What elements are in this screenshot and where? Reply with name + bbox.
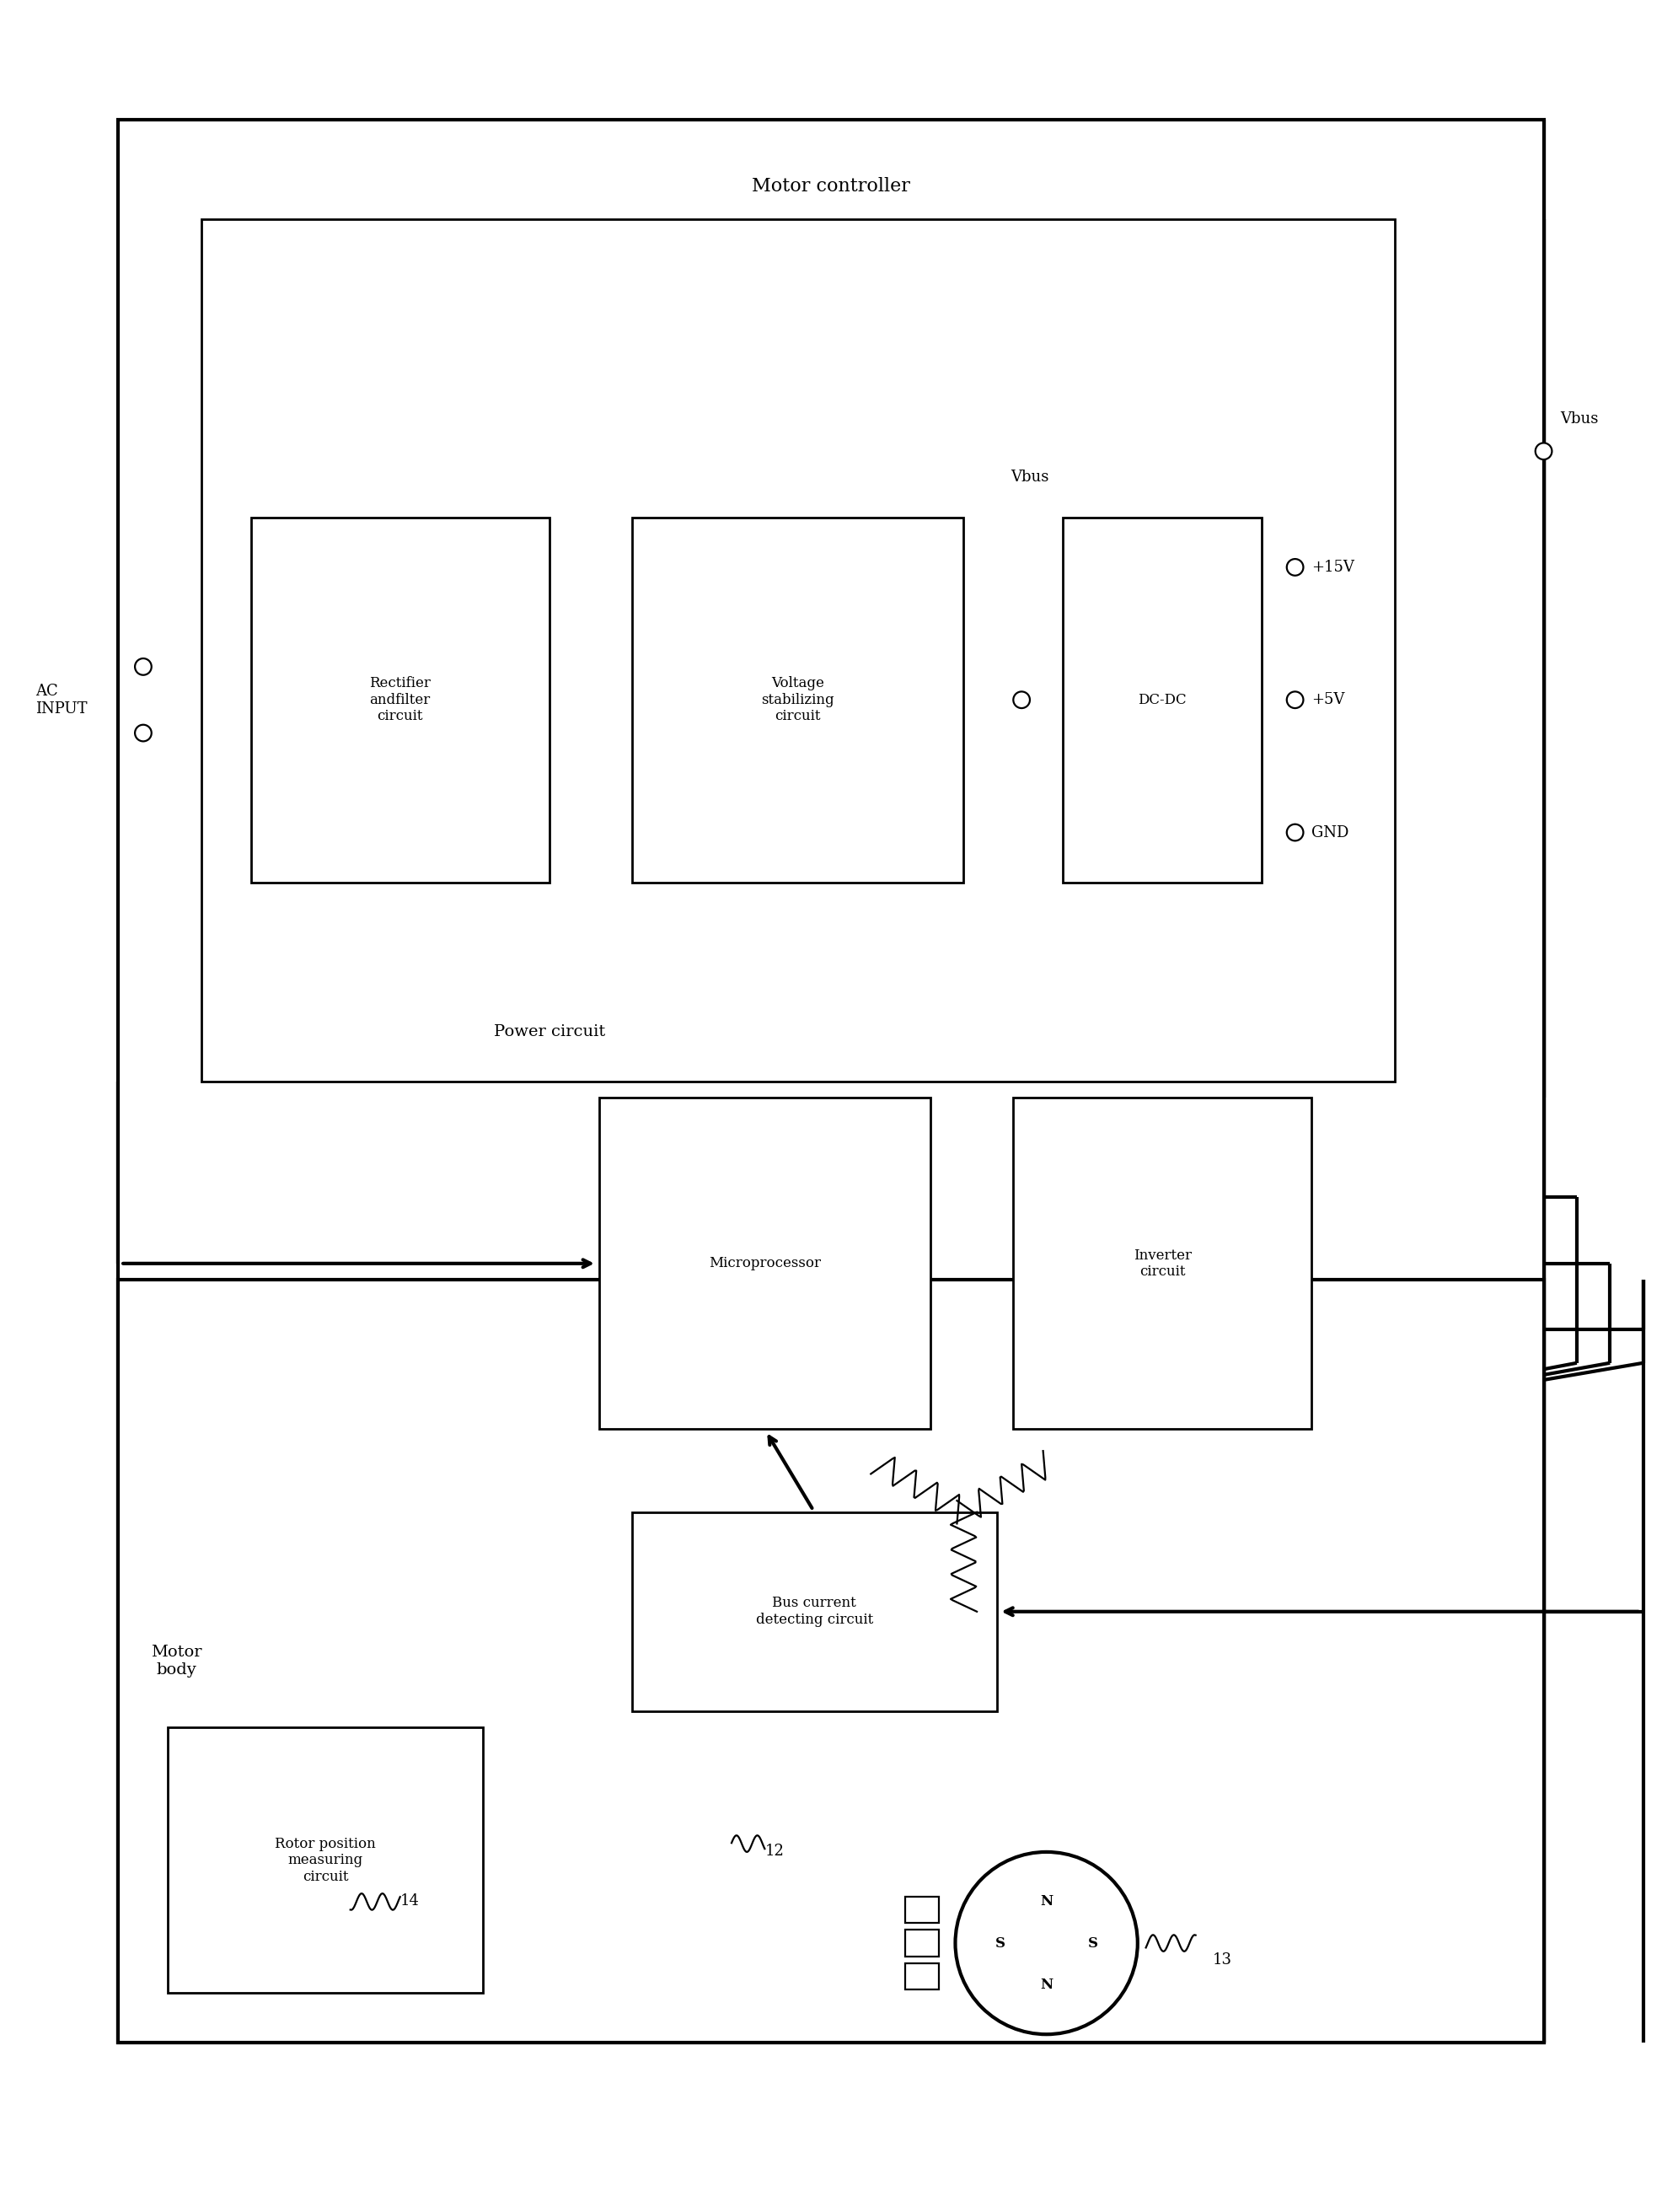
Bar: [118, 1281, 1544, 2042]
Text: S: S: [1089, 1936, 1099, 1951]
Bar: [906, 1896, 939, 1922]
Text: N: N: [1040, 1978, 1052, 1991]
Bar: [251, 518, 548, 883]
Text: 13: 13: [1212, 1953, 1232, 1966]
Circle shape: [1014, 692, 1030, 708]
Text: DC-DC: DC-DC: [1138, 692, 1187, 708]
Bar: [168, 1728, 484, 1993]
Text: Bus current
detecting circuit: Bus current detecting circuit: [756, 1597, 873, 1628]
Circle shape: [956, 1851, 1137, 2035]
Text: N: N: [1040, 1893, 1052, 1909]
Text: Voltage
stabilizing
circuit: Voltage stabilizing circuit: [761, 677, 834, 723]
Bar: [118, 119, 1544, 2042]
Bar: [632, 1513, 997, 1712]
Text: Motor controller: Motor controller: [751, 177, 911, 195]
Text: S: S: [996, 1936, 1006, 1951]
Text: Rectifier
andfilter
circuit: Rectifier andfilter circuit: [369, 677, 430, 723]
Bar: [1014, 1097, 1311, 1429]
Circle shape: [1286, 692, 1303, 708]
Text: 12: 12: [765, 1843, 784, 1858]
Text: AC
INPUT: AC INPUT: [35, 684, 88, 717]
Bar: [906, 1962, 939, 1989]
Bar: [632, 518, 964, 883]
Circle shape: [135, 726, 151, 741]
Bar: [598, 1097, 931, 1429]
Text: 14: 14: [401, 1893, 419, 1909]
Text: +15V: +15V: [1311, 560, 1355, 575]
Circle shape: [1286, 825, 1303, 841]
Text: Motor
body: Motor body: [151, 1646, 201, 1677]
Circle shape: [1286, 560, 1303, 575]
Text: Power circuit: Power circuit: [494, 1024, 605, 1040]
Text: GND: GND: [1311, 825, 1350, 841]
Text: Rotor position
measuring
circuit: Rotor position measuring circuit: [274, 1836, 376, 1885]
Bar: [906, 1929, 939, 1955]
Text: Inverter
circuit: Inverter circuit: [1133, 1248, 1192, 1279]
Bar: [201, 219, 1394, 1082]
Text: Microprocessor: Microprocessor: [708, 1256, 821, 1270]
Text: +5V: +5V: [1311, 692, 1345, 708]
Text: Vbus: Vbus: [1010, 469, 1049, 484]
Circle shape: [1536, 442, 1552, 460]
Circle shape: [135, 659, 151, 675]
Bar: [1064, 518, 1261, 883]
Text: Vbus: Vbus: [1561, 411, 1599, 427]
